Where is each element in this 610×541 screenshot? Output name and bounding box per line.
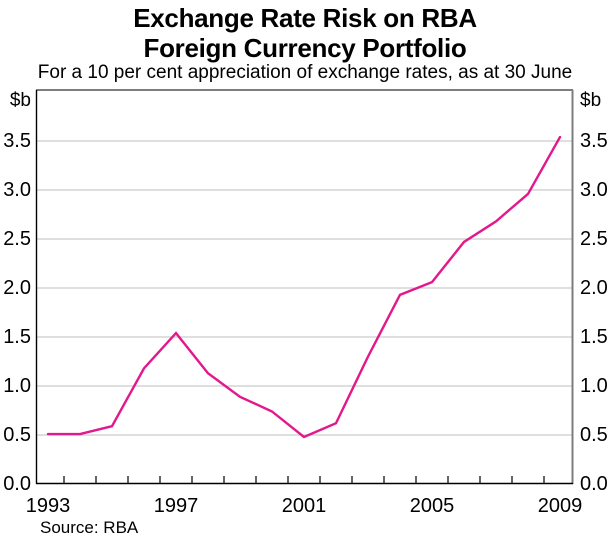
x-axis-tick-label: 2005 <box>409 495 455 517</box>
title-line-1: Exchange Rate Risk on RBA <box>133 3 477 33</box>
x-axis-tick-label: 1997 <box>153 495 199 517</box>
y-axis-tick-label-right: 3.0 <box>580 179 608 201</box>
x-axis-tick-label: 2009 <box>537 495 583 517</box>
y-axis-tick-label-left: 1.5 <box>3 326 31 348</box>
y-axis-tick-label-right: 2.5 <box>580 228 608 250</box>
y-axis-tick-label-left: 3.0 <box>3 179 31 201</box>
y-axis-tick-label-right: 3.5 <box>580 130 608 152</box>
y-axis-unit-right: $b <box>580 90 602 111</box>
y-axis-tick-label-right: 0.0 <box>580 473 608 495</box>
y-axis-tick-label-left: 2.0 <box>3 277 31 299</box>
data-line <box>46 135 562 439</box>
y-axis-tick-label-left: 3.5 <box>3 130 31 152</box>
x-axis-tick-label: 1993 <box>25 495 71 517</box>
title-line-2: Foreign Currency Portfolio <box>143 33 467 63</box>
chart-subtitle: For a 10 per cent appreciation of exchan… <box>37 62 573 83</box>
y-axis-tick-label-right: 0.5 <box>580 424 608 446</box>
y-axis-unit-left: $b <box>9 90 31 111</box>
y-axis-tick-label-left: 0.5 <box>3 424 31 446</box>
y-axis-tick-label-right: 1.0 <box>580 375 608 397</box>
y-axis-tick-label-left: 1.0 <box>3 375 31 397</box>
y-axis-tick-label-right: 2.0 <box>580 277 608 299</box>
y-axis-tick-label-left: 2.5 <box>3 228 31 250</box>
y-axis-tick-label-left: 0.0 <box>3 473 31 495</box>
page-title: Exchange Rate Risk on RBA Foreign Curren… <box>0 3 610 63</box>
y-axis-tick-label-right: 1.5 <box>580 326 608 348</box>
source-note: Source: RBA <box>40 518 139 537</box>
x-axis-tick-label: 2001 <box>281 495 327 517</box>
